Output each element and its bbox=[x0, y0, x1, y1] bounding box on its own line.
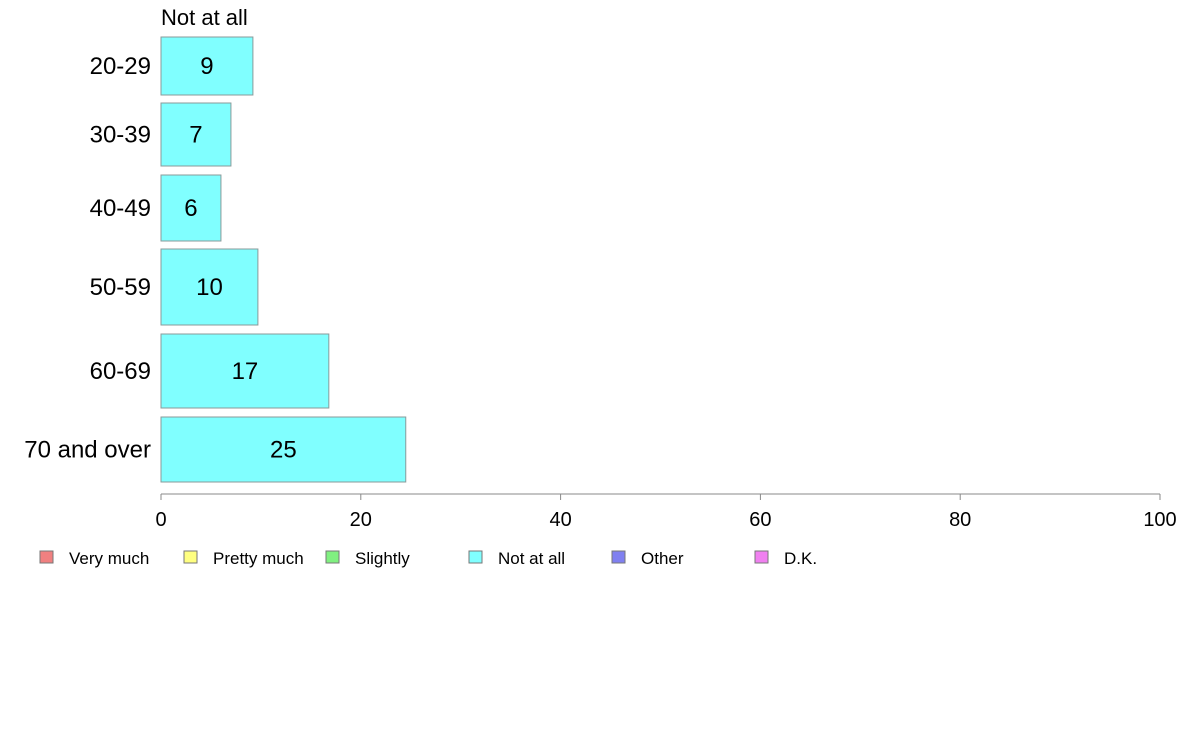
legend-label-d-k: D.K. bbox=[784, 549, 817, 568]
bar-value-label-20-29: 9 bbox=[200, 53, 213, 80]
bar-value-label-30-39: 7 bbox=[189, 122, 202, 149]
legend-label-pretty-much: Pretty much bbox=[213, 549, 304, 568]
bar-value-label-40-49: 6 bbox=[184, 195, 197, 222]
x-tick-label-20: 20 bbox=[350, 509, 372, 531]
category-label-60-69: 60-69 bbox=[90, 358, 151, 385]
legend-swatch-other bbox=[611, 550, 626, 564]
legend-swatch-d-k bbox=[754, 550, 769, 564]
column-header-label: Not at all bbox=[161, 5, 248, 30]
legend-label-not-at-all: Not at all bbox=[498, 549, 565, 568]
x-tick-label-0: 0 bbox=[155, 509, 166, 531]
legend-label-slightly: Slightly bbox=[355, 549, 410, 568]
bar-30-39-not-at-all bbox=[160, 102, 232, 167]
category-label-20-29: 20-29 bbox=[90, 53, 151, 80]
category-label-70-and-over: 70 and over bbox=[24, 437, 151, 464]
x-tick-label-40: 40 bbox=[549, 509, 571, 531]
legend-label-very-much: Very much bbox=[69, 549, 149, 568]
bars-group: 9 7 6 10 17 25 bbox=[160, 36, 407, 483]
x-tick-label-60: 60 bbox=[749, 509, 771, 531]
bar-value-label-50-59: 10 bbox=[196, 274, 223, 301]
bar-value-label-70-and-over: 25 bbox=[270, 437, 297, 464]
legend-swatch-very-much bbox=[39, 550, 54, 564]
bar-20-29-not-at-all bbox=[160, 36, 254, 96]
category-labels-group: 20-29 30-39 40-49 50-59 60-69 70 and over bbox=[24, 53, 151, 464]
x-axis: 0 20 40 60 80 100 bbox=[155, 493, 1177, 531]
bar-40-49-not-at-all bbox=[160, 174, 222, 242]
legend-label-other: Other bbox=[641, 549, 684, 568]
category-label-50-59: 50-59 bbox=[90, 274, 151, 301]
bar-60-69-not-at-all bbox=[160, 333, 330, 409]
bar-70-and-over-not-at-all bbox=[160, 416, 407, 483]
bar-50-59-not-at-all bbox=[160, 248, 259, 326]
bar-value-label-60-69: 17 bbox=[232, 358, 259, 385]
legend-swatch-slightly bbox=[325, 550, 340, 564]
category-label-40-49: 40-49 bbox=[90, 195, 151, 222]
x-tick-label-80: 80 bbox=[949, 509, 971, 531]
x-tick-label-100: 100 bbox=[1143, 509, 1176, 531]
legend-swatch-not-at-all bbox=[468, 550, 483, 564]
legend: Very much Pretty much Slightly Not at all Ot… bbox=[39, 549, 817, 568]
category-label-30-39: 30-39 bbox=[90, 122, 151, 149]
legend-swatch-pretty-much bbox=[183, 550, 198, 564]
